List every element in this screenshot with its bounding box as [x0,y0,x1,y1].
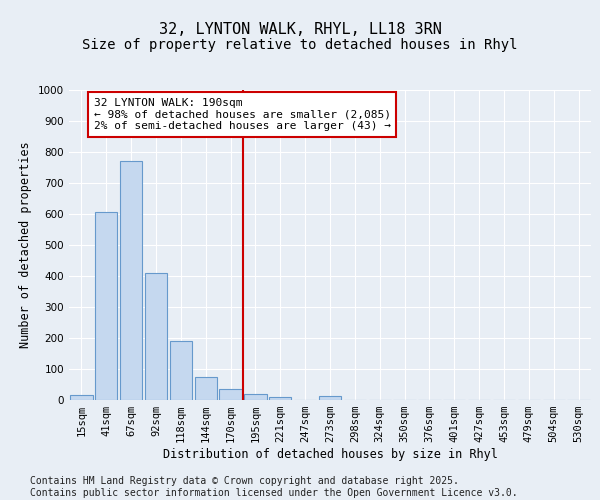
Bar [145,273,167,400]
Bar [319,396,341,400]
Bar [95,212,118,400]
X-axis label: Distribution of detached houses by size in Rhyl: Distribution of detached houses by size … [163,448,497,461]
Bar [170,341,192,400]
Text: 32, LYNTON WALK, RHYL, LL18 3RN: 32, LYNTON WALK, RHYL, LL18 3RN [158,22,442,38]
Bar [120,162,142,400]
Bar [220,389,242,400]
Bar [70,396,92,400]
Text: 32 LYNTON WALK: 190sqm
← 98% of detached houses are smaller (2,085)
2% of semi-d: 32 LYNTON WALK: 190sqm ← 98% of detached… [94,98,391,131]
Text: Contains HM Land Registry data © Crown copyright and database right 2025.
Contai: Contains HM Land Registry data © Crown c… [30,476,518,498]
Text: Size of property relative to detached houses in Rhyl: Size of property relative to detached ho… [82,38,518,52]
Bar [244,394,266,400]
Bar [269,397,292,400]
Y-axis label: Number of detached properties: Number of detached properties [19,142,32,348]
Bar [194,377,217,400]
